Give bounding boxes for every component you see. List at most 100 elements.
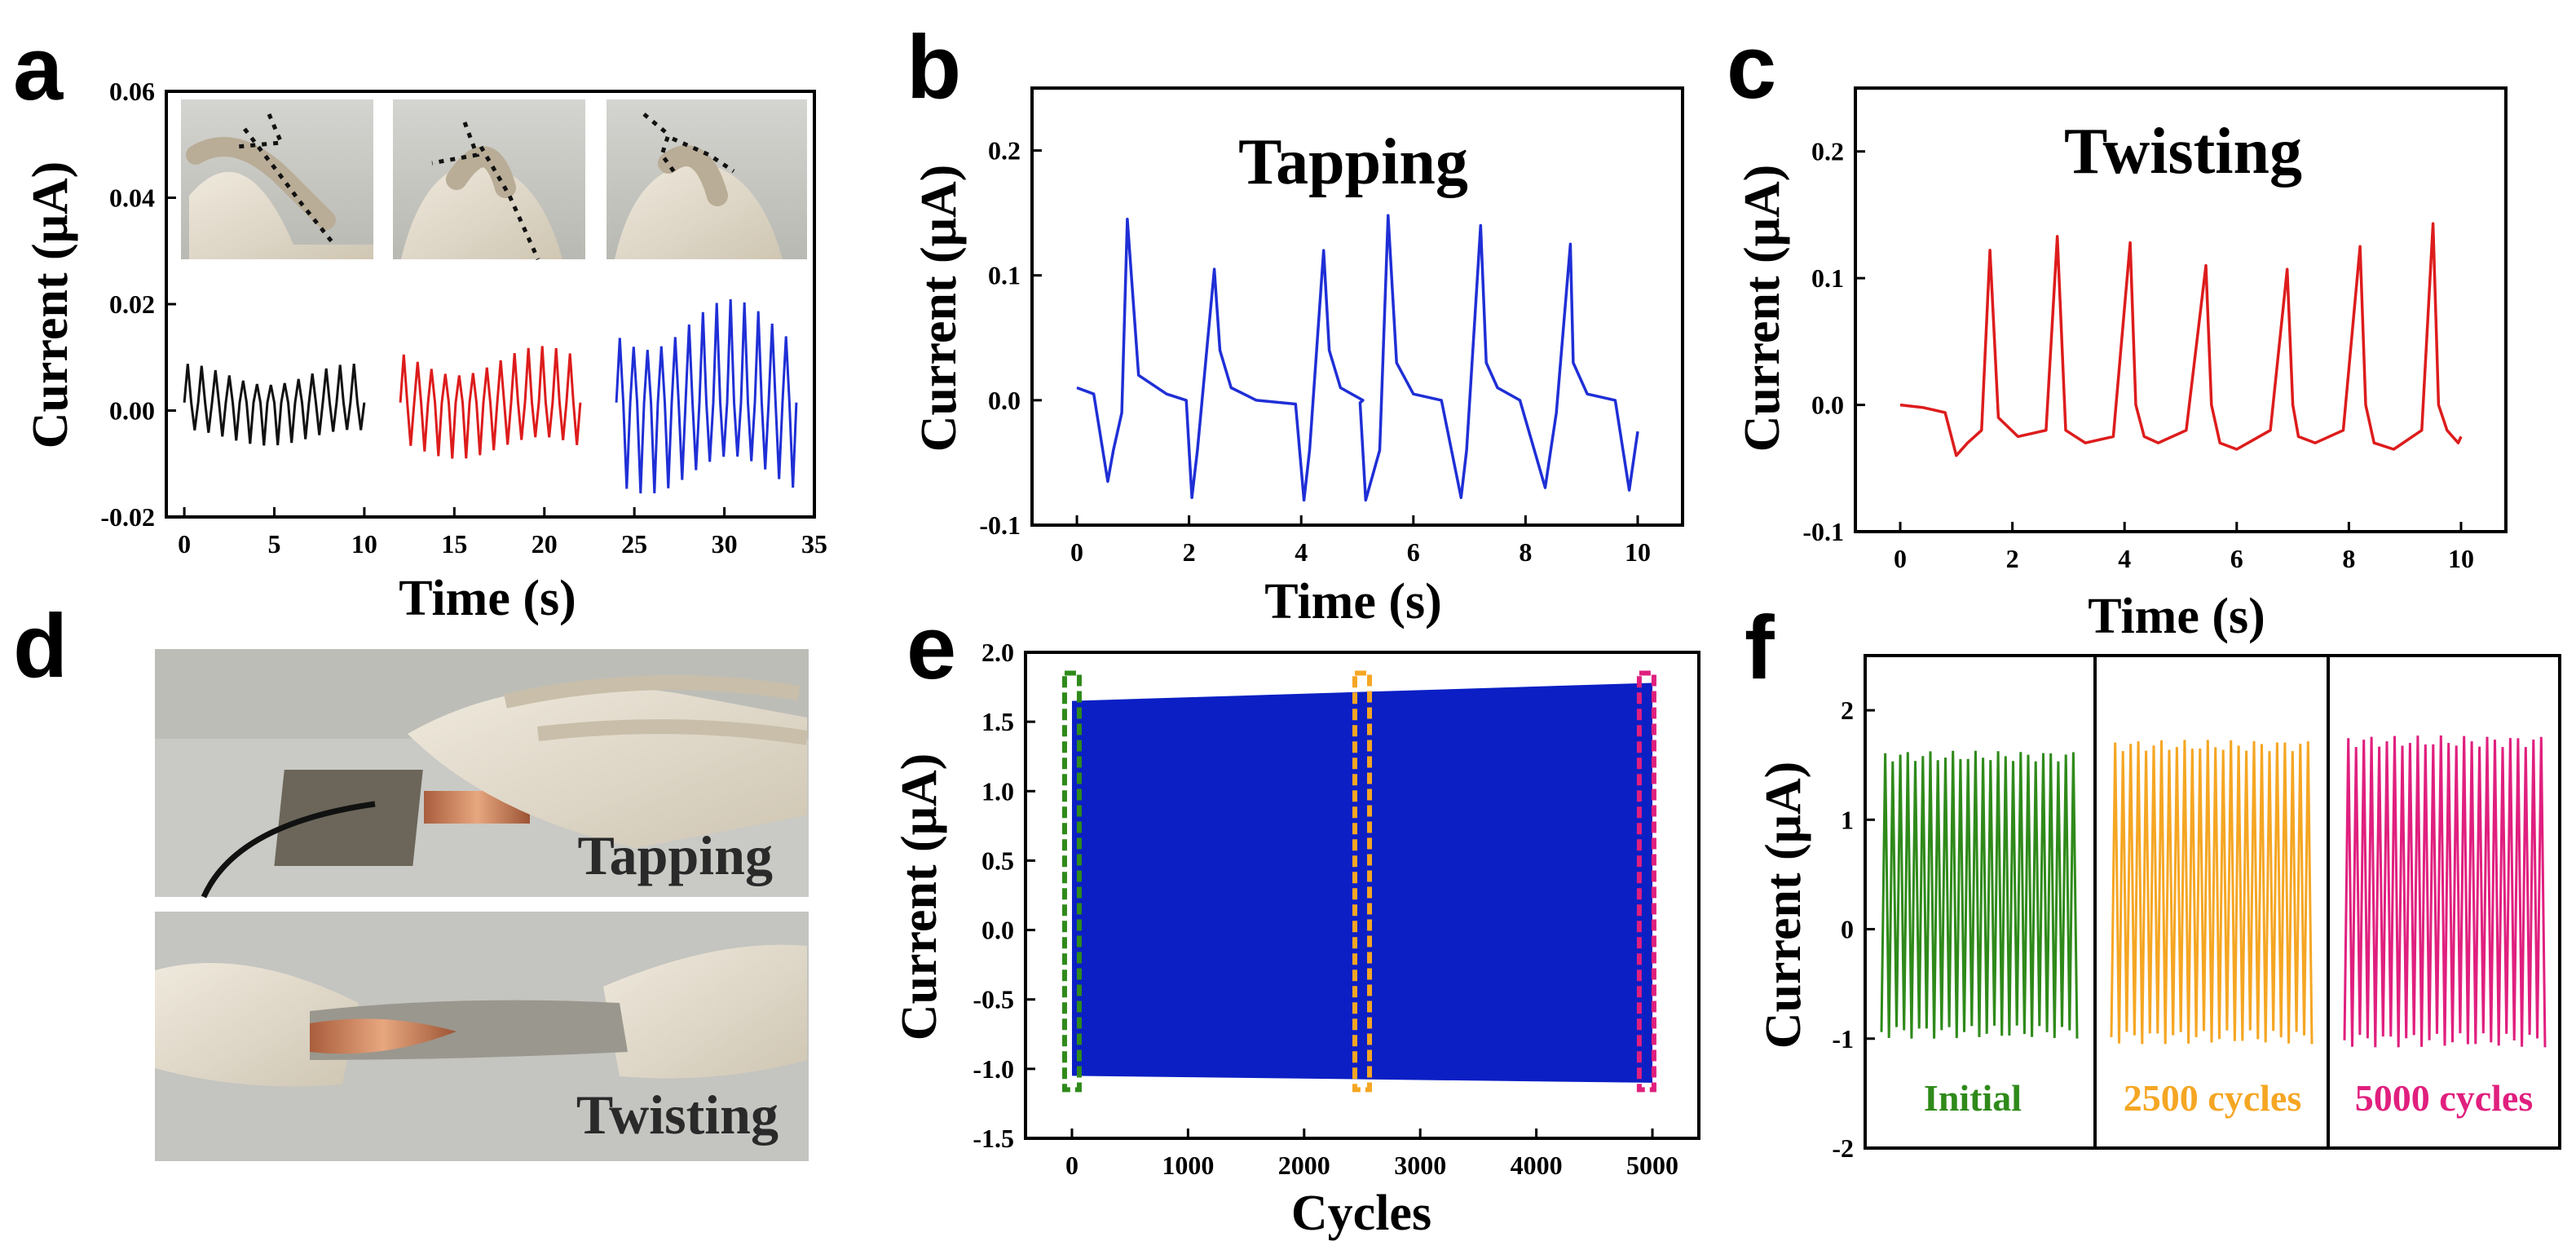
x-tick-label-a: 30 [712, 529, 738, 559]
series-line-b [1076, 214, 1639, 502]
photo-inset-1 [181, 99, 373, 259]
y-tick-label-e: -0.5 [973, 985, 1014, 1014]
panel-c: c Twisting -0.1 0.0 0.1 0.2 0 2 4 6 8 10 Current … [1727, 17, 2508, 644]
series-line-a-blue [615, 299, 798, 494]
x-tick-label-a: 10 [351, 529, 377, 559]
y-ticks-a: -0.02 0.00 0.02 0.04 0.06 [100, 77, 176, 532]
panel-label-f: f [1745, 598, 1775, 698]
y-tick-label-e: 1.0 [981, 776, 1014, 806]
ticks-c: -0.1 0.0 0.1 0.2 0 2 4 6 8 10 [1802, 137, 2474, 573]
x-tick-label-a: 20 [532, 529, 558, 559]
plot-frame-c [1854, 86, 2508, 533]
x-tick-label-c: 10 [2448, 544, 2474, 573]
x-axis-title-b: Time (s) [1264, 574, 1442, 629]
panel-e: e -1.5 -1.0 -0.5 0.0 0.5 1.0 1.5 2.0 0 1000 2000 30… [892, 598, 1700, 1241]
y-axis-title-f: Current (μA) [1756, 762, 1811, 1049]
y-tick-label-f: -1 [1832, 1024, 1854, 1053]
y-axis-title-a: Current (μA) [23, 161, 78, 449]
panel-label-d: d [13, 596, 68, 696]
x-tick-label-e: 1000 [1162, 1151, 1214, 1180]
panel-label-b: b [906, 17, 961, 117]
photo-label-twisting: Twisting [576, 1084, 779, 1146]
x-tick-label-c: 4 [2118, 544, 2131, 573]
x-tick-label-e: 4000 [1511, 1151, 1563, 1180]
subpanel-label-5000: 5000 cycles [2355, 1077, 2533, 1119]
y-tick-label-b: 0.0 [988, 386, 1021, 415]
y-tick-label-a: 0.04 [109, 183, 155, 213]
photo-twisting: Twisting [155, 912, 809, 1161]
y-tick-label-a: -0.02 [100, 502, 155, 532]
y-axis-title-e: Current (μA) [892, 753, 947, 1041]
x-tick-label-c: 2 [2006, 544, 2019, 573]
y-tick-label-c: 0.2 [1811, 137, 1844, 166]
photo-label-tapping: Tapping [578, 824, 773, 886]
x-tick-label-a: 0 [178, 529, 191, 559]
ticks-b: -0.1 0.0 0.1 0.2 0 2 4 6 8 10 [979, 136, 1651, 567]
x-ticks-a: 0 5 10 15 20 25 30 35 [178, 507, 827, 559]
y-tick-label-c: -0.1 [1802, 517, 1844, 546]
series-lines-c [1899, 222, 2463, 457]
x-tick-label-a: 35 [801, 529, 827, 559]
y-tick-label-e: 0.5 [981, 846, 1014, 875]
y-tick-label-f: 1 [1841, 805, 1854, 834]
series-line-f-pink [2343, 735, 2547, 1048]
y-axis-title-c: Current (μA) [1735, 165, 1790, 453]
x-tick-label-e: 0 [1065, 1151, 1078, 1180]
y-tick-label-b: 0.2 [988, 136, 1021, 166]
y-tick-label-a: 0.06 [109, 77, 155, 106]
x-tick-label-b: 0 [1070, 537, 1083, 567]
y-tick-label-c: 0.1 [1811, 263, 1844, 293]
highlight-box-green [1061, 670, 1082, 1093]
x-tick-label-b: 2 [1183, 537, 1196, 567]
ticks-f: -2 -1 0 1 2 [1832, 696, 1875, 1163]
panel-d: d Tapping Twisting [13, 596, 809, 1161]
x-tick-label-a: 15 [441, 529, 467, 559]
y-tick-label-f: 0 [1841, 915, 1854, 944]
photo-inset-3 [607, 99, 807, 259]
y-tick-label-a: 0.00 [109, 396, 155, 426]
series-line-a-black [183, 363, 366, 446]
series-lines-f [1880, 735, 2547, 1048]
x-tick-label-b: 10 [1625, 537, 1651, 567]
signal-band-e [1072, 682, 1652, 1083]
x-tick-label-c: 8 [2342, 544, 2355, 573]
subpanel-label-2500: 2500 cycles [2124, 1077, 2301, 1119]
highlight-box-orange [1352, 670, 1372, 1093]
x-tick-label-b: 4 [1295, 537, 1308, 567]
y-tick-label-e: -1.5 [973, 1124, 1014, 1153]
y-tick-label-e: 0.0 [981, 916, 1014, 945]
x-tick-label-e: 3000 [1394, 1151, 1446, 1180]
x-tick-label-a: 25 [621, 529, 647, 559]
x-tick-label-b: 6 [1407, 537, 1420, 567]
series-line-a-red [399, 346, 582, 459]
y-axis-title-b: Current (μA) [911, 165, 967, 453]
x-tick-label-a: 5 [268, 529, 281, 559]
photo-inset-2 [393, 99, 585, 261]
panel-a: a -0.02 0.00 0.02 0.04 0.06 0 5 10 15 20 25 30 35 C… [13, 19, 827, 626]
y-tick-label-f: -2 [1832, 1133, 1854, 1163]
series-lines-a [183, 299, 798, 494]
x-tick-label-c: 6 [2230, 544, 2243, 573]
x-tick-label-e: 5000 [1626, 1151, 1678, 1180]
y-tick-label-e: 2.0 [981, 638, 1014, 667]
panel-label-e: e [906, 598, 956, 698]
panel-f: f -2 -1 0 1 2 Current (μA) Initial 2500 cycl… [1745, 598, 2561, 1163]
series-line-c [1899, 222, 2463, 457]
photo-tapping: Tapping [155, 649, 809, 899]
x-tick-label-e: 2000 [1278, 1151, 1330, 1180]
plot-frame-b [1030, 86, 1684, 527]
series-line-f-orange [2110, 740, 2314, 1045]
y-tick-label-a: 0.02 [109, 289, 155, 319]
series-lines-b [1076, 214, 1639, 502]
y-tick-label-b: -0.1 [979, 510, 1021, 540]
highlight-box-pink [1636, 670, 1656, 1093]
x-tick-label-b: 8 [1519, 537, 1532, 567]
subpanel-label-initial: Initial [1924, 1077, 2022, 1119]
panel-label-c: c [1727, 17, 1776, 117]
x-axis-title-e: Cycles [1291, 1186, 1431, 1241]
y-tick-label-c: 0.0 [1811, 391, 1844, 420]
x-axis-title-a: Time (s) [399, 571, 576, 626]
series-line-f-green [1880, 750, 2079, 1039]
chart-title-c: Twisting [2064, 116, 2302, 188]
